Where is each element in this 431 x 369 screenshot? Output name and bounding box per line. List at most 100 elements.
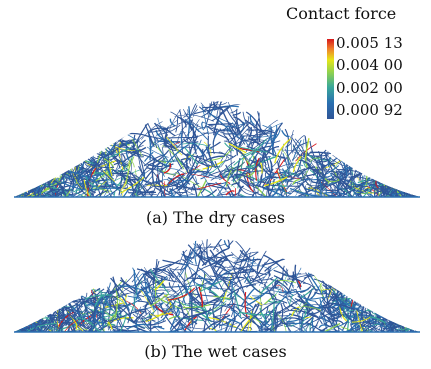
force-chain-segment [18,184,41,197]
force-chain-segment [399,184,408,191]
force-chain-segment [289,187,319,197]
force-chain-segment [334,299,344,302]
force-chain-segment [158,305,172,312]
force-chain-segment [400,184,410,191]
force-chain-segment [259,266,278,286]
force-chain-segment [405,323,420,325]
force-chain-segment [244,256,255,283]
force-chain-segment [308,288,321,293]
force-chain-segment [144,161,162,180]
force-chain-segment [356,190,378,194]
force-chain-segment [207,182,227,191]
force-chain-segment [284,292,307,314]
force-chain-segment [368,173,379,177]
force-chain-segment [150,324,167,332]
force-chain-segment [147,320,167,326]
force-chain-segment [380,314,396,332]
force-chain-segment [340,189,356,197]
force-chain-segment [250,277,264,285]
force-chain-segment [201,189,218,197]
force-chain-segment [178,176,190,197]
force-chain-segment [346,161,355,167]
force-chain-segment [168,176,194,193]
force-chain-segment [214,323,242,330]
force-chain-segment [113,290,119,321]
force-chain-segment [331,288,342,310]
force-chain-segment [411,322,420,332]
force-chain-segment [29,178,36,187]
force-chain-segment [278,288,309,294]
force-chain-segment [230,128,249,153]
force-chain-segment [295,290,310,313]
force-chain-segment [110,285,133,303]
force-chain-segment [290,265,303,287]
force-chain-segment [16,182,33,191]
force-chain-segment [304,175,333,181]
force-chain-segment [295,191,313,195]
force-chain-segment [17,312,27,332]
force-chain-segment [105,142,125,157]
force-chain-segment [225,167,234,187]
force-chain-segment [68,170,98,184]
force-chain-segment [220,319,231,332]
force-chain-segment [336,311,349,316]
force-chain-segment [391,322,397,332]
dry-pile-force-network [14,101,420,197]
force-chain-segment [133,192,151,197]
force-chain-segment [198,275,220,290]
force-chain-segment [41,319,65,322]
force-chain-segment [148,125,177,133]
force-chain-segment [407,315,417,327]
force-chain-segment [332,314,343,320]
force-chain-segment [414,185,420,197]
force-chain-segment [25,181,38,186]
force-chain-segment [118,285,145,292]
force-chain-segment [354,312,358,332]
force-chain-segment [144,180,163,186]
force-chain-segment [225,136,231,147]
force-chain-segment [358,296,369,305]
force-chain-segment [110,154,120,160]
force-chain-segment [269,158,286,182]
force-chain-segment [185,285,193,300]
force-chain-segment [263,178,275,197]
force-chain-segment [332,185,363,193]
force-chain-segment [166,289,180,295]
force-chain-segment [367,316,375,326]
force-chain-segment [230,318,237,332]
force-chain-segment [198,267,214,282]
force-chain-segment [200,101,219,118]
force-chain-segment [135,319,140,332]
force-chain-segment [351,316,371,323]
force-chain-segment [49,168,60,177]
force-chain-segment [371,296,374,314]
force-chain-segment [328,156,331,166]
force-chain-segment [181,139,202,166]
force-chain-segment [209,275,235,278]
force-chain-segment [252,319,272,330]
force-chain-segment [305,321,331,332]
force-chain-segment [210,259,223,266]
force-chain-segment [240,288,255,307]
force-chain-segment [294,263,302,290]
force-chain-segment [144,151,154,162]
force-chain-segment [197,182,222,190]
force-chain-segment [109,325,118,327]
force-chain-segment [180,160,189,172]
force-chain-segment [239,122,249,134]
force-chain-segment [375,307,393,312]
force-chain-segment [218,151,230,159]
force-chain-segment [361,299,377,307]
force-chain-segment [156,182,171,194]
force-chain-segment [239,193,262,197]
force-chain-segment [219,307,222,329]
force-chain-segment [62,173,72,178]
force-chain-segment [155,184,176,188]
force-chain-segment [14,320,20,332]
force-chain-segment [127,174,136,197]
force-chain-segment [366,185,379,196]
force-chain-segment [382,308,396,314]
force-chain-segment [220,299,223,314]
force-chain-segment [143,277,169,290]
force-chain-segment [257,129,275,134]
